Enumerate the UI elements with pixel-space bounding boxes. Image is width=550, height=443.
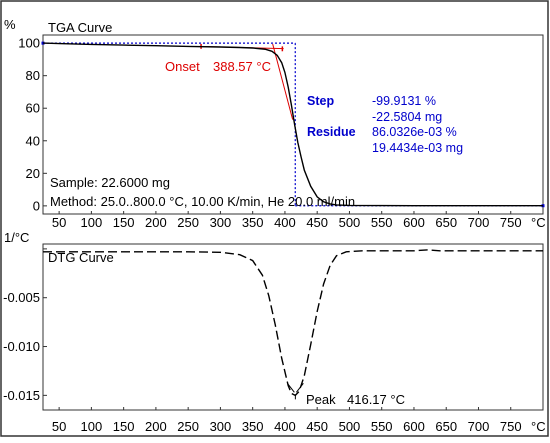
tga-y-tick-label: 20 [26, 166, 40, 181]
tga-panel: % TGA Curve 0 20 40 60 80 100 50 100 150 200 250 3… [4, 17, 546, 230]
dtg-x-ticks: 50 100 150 200 250 300 350 400 450 500 550 600 650 70… [52, 407, 546, 434]
dtg-y-ticks: -0.005 -0.010 -0.015 [3, 248, 47, 403]
dtg-x-tick-label: 400 [274, 419, 296, 434]
residue-value-mg: 19.4434e-03 mg [372, 141, 463, 155]
onset-label: Onset [165, 59, 200, 74]
step-label: Step [307, 94, 334, 108]
peak-arrow-left [286, 383, 295, 393]
dtg-x-tick-label: 750 [500, 419, 522, 434]
tga-x-tick-label: 450 [306, 215, 328, 230]
tga-x-tick-label: 50 [52, 215, 66, 230]
tga-y-tick-label: 0 [33, 198, 40, 213]
dtg-y-tick-label: -0.005 [3, 290, 40, 305]
method-info: Method: 25.0..800.0 °C, 10.00 K/min, He … [50, 194, 355, 209]
tga-x-tick-label: 600 [403, 215, 425, 230]
tga-x-tick-label: 350 [242, 215, 264, 230]
tga-x-tick-label: 550 [371, 215, 393, 230]
dtg-y-unit: 1/°C [4, 230, 29, 245]
tga-x-ticks: 50 100 150 200 250 300 350 400 450 500 550 600 650 70… [52, 211, 546, 230]
step-value-percent: -99.9131 % [372, 94, 436, 108]
dtg-x-tick-label: 700 [468, 419, 490, 434]
peak-label: Peak [306, 392, 336, 407]
dtg-plot-frame [42, 243, 544, 411]
dtg-panel: 1/°C DTG Curve -0.005 -0.010 -0.015 50 100 1… [3, 230, 545, 434]
tga-plot-frame [42, 34, 544, 215]
dtg-x-tick-label: 350 [242, 419, 264, 434]
tga-x-tick-label: 750 [500, 215, 522, 230]
residue-value-percent: 86.0326e-03 % [372, 125, 457, 139]
dtg-x-tick-label: 600 [403, 419, 425, 434]
tga-x-tick-label: 200 [145, 215, 167, 230]
dtg-x-tick-label: 500 [339, 419, 361, 434]
tga-title: TGA Curve [48, 20, 112, 35]
dtg-x-tick-label: 300 [210, 419, 232, 434]
sample-info: Sample: 22.6000 mg [50, 175, 170, 190]
dtg-title: DTG Curve [48, 250, 114, 265]
dtg-y-tick-label: -0.015 [3, 388, 40, 403]
dtg-x-tick-label: 100 [81, 419, 103, 434]
onset-value: 388.57 °C [213, 59, 271, 74]
tga-x-tick-label: 400 [274, 215, 296, 230]
dtg-y-tick-label: -0.010 [3, 339, 40, 354]
tga-x-unit-label: °C [531, 215, 546, 230]
dtg-x-tick-label: 150 [113, 419, 135, 434]
peak-arrow-right [295, 383, 304, 393]
peak-value: 416.17 °C [347, 392, 405, 407]
tga-series-line [42, 42, 543, 207]
tga-x-tick-label: 250 [177, 215, 199, 230]
tga-y-ticks: 0 20 40 60 80 100 [18, 36, 47, 213]
tga-y-tick-label: 40 [26, 133, 40, 148]
dtg-x-tick-label: 200 [145, 419, 167, 434]
dtg-x-unit-label: °C [531, 419, 546, 434]
tga-x-tick-label: 300 [210, 215, 232, 230]
dtg-x-tick-label: 250 [177, 419, 199, 434]
tga-y-tick-label: 80 [26, 68, 40, 83]
tga-y-tick-label: 60 [26, 101, 40, 116]
dtg-x-tick-label: 650 [435, 419, 457, 434]
onset-inflection-tangent [272, 43, 294, 120]
tga-x-tick-label: 500 [339, 215, 361, 230]
tga-y-tick-label: 100 [18, 36, 40, 51]
tga-x-tick-label: 150 [113, 215, 135, 230]
dtg-x-tick-label: 450 [306, 419, 328, 434]
dtg-x-tick-label: 50 [52, 419, 66, 434]
step-value-mg: -22.5804 mg [372, 110, 442, 124]
tga-y-unit: % [4, 17, 16, 32]
dtg-x-tick-label: 550 [371, 419, 393, 434]
tga-x-tick-label: 650 [435, 215, 457, 230]
tga-x-tick-label: 700 [468, 215, 490, 230]
dtg-annotations [286, 383, 304, 400]
residue-label: Residue [307, 125, 356, 139]
dtg-series-line [43, 249, 543, 397]
tga-x-tick-label: 100 [81, 215, 103, 230]
